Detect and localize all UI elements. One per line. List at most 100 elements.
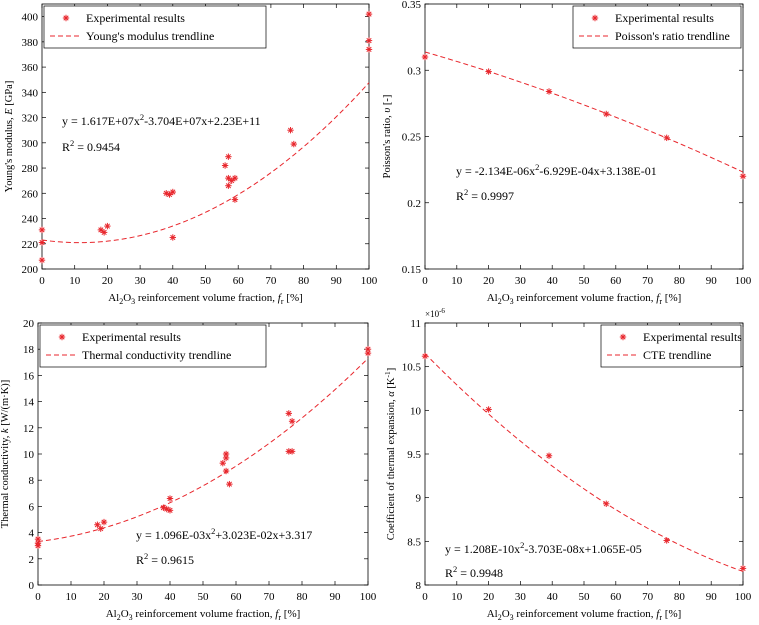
x-tick-label: 50 <box>579 591 591 603</box>
y-tick-label: 220 <box>22 239 39 251</box>
data-point <box>97 226 105 234</box>
x-tick-label: 80 <box>674 275 686 287</box>
trend-equation: y = 1.617E+07x2-3.704E+07x+2.23E+11 <box>62 112 261 128</box>
data-point <box>34 542 42 549</box>
data-point <box>228 177 235 184</box>
legend-label-trendline: Thermal conductivity trendline <box>82 348 231 362</box>
y-tick-label: 10 <box>410 405 422 417</box>
x-tick-label: 40 <box>167 275 179 287</box>
data-point <box>38 256 46 264</box>
y-tick-label: 0.2 <box>407 198 421 210</box>
y-axis-label: Coefficient of thermal expansion, α [K-1… <box>383 368 397 541</box>
data-point <box>365 10 373 18</box>
trend-equation: y = 1.096E-03x2+3.023E-02x+3.317 <box>136 526 312 542</box>
data-point <box>287 126 294 134</box>
y-tick-label: 400 <box>22 12 39 24</box>
y-tick-label: 8 <box>416 580 422 592</box>
y-tick-label: 0.3 <box>407 65 421 77</box>
x-tick-label: 50 <box>200 275 212 287</box>
y-tick-label: 0.35 <box>402 0 422 11</box>
y-tick-label: 10 <box>23 449 35 461</box>
x-tick-label: 90 <box>706 591 718 603</box>
data-point <box>545 88 553 95</box>
data-point <box>231 196 239 203</box>
legend-label-markers: Experimental results <box>643 330 742 344</box>
x-tick-label: 60 <box>610 275 622 287</box>
data-point <box>285 410 292 417</box>
x-tick-label: 0 <box>39 275 45 287</box>
poisson-ratio-chart: 0 10 20 30 40 50 60 70 80 90 100 0.15 0.2 0.25 0.3 0.35… <box>382 0 752 306</box>
y-tick-label: 360 <box>22 62 39 74</box>
cte-chart: 0 10 20 30 40 50 60 70 80 90 100 8 8.5 9 9.5 10 10.5 11 ×1… <box>383 307 752 622</box>
data-point <box>97 525 104 532</box>
legend-label-markers: Experimental results <box>82 330 181 344</box>
y-tick-label: 10.5 <box>402 362 422 374</box>
x-tick-label: 30 <box>135 275 147 287</box>
data-point <box>166 507 174 514</box>
legend-box <box>43 5 267 49</box>
x-tick-label: 0 <box>422 275 428 287</box>
legend: Experimental results Young's modulus tren… <box>43 5 267 49</box>
trendline <box>424 353 744 572</box>
x-axis-label: Al2O3 reinforcement volume fraction, fr … <box>487 292 682 306</box>
y-tick-exponent: ×10-6 <box>425 307 445 319</box>
data-point <box>100 518 108 526</box>
y-tick-label: 340 <box>22 87 39 99</box>
y-tick-label: 6 <box>29 501 35 513</box>
data-point <box>225 174 232 182</box>
x-tick-label: 100 <box>735 275 752 287</box>
x-axis-label: Al2O3 reinforcement volume fraction, fr … <box>106 608 301 622</box>
legend-marker <box>62 14 70 22</box>
legend: Experimental results Thermal conductivity… <box>39 324 267 368</box>
x-tick-label: 10 <box>451 591 463 603</box>
x-axis-label: Al2O3 reinforcement volume fraction, fr … <box>108 292 303 306</box>
x-tick-label: 90 <box>706 275 718 287</box>
data-point <box>545 452 553 459</box>
x-tick-label: 70 <box>642 275 654 287</box>
x-tick-label: 0 <box>422 591 428 603</box>
y-tick-label: 18 <box>23 344 35 356</box>
x-tick-label: 20 <box>483 591 495 603</box>
data-point <box>38 239 46 246</box>
x-tick-label: 90 <box>330 591 342 603</box>
data-point <box>219 459 226 467</box>
legend-label-trendline: Poisson's ratio trendline <box>615 29 730 43</box>
x-tick-label: 40 <box>547 591 559 603</box>
x-tick-label: 40 <box>547 275 559 287</box>
x-tick-label: 70 <box>642 591 654 603</box>
trendline <box>37 358 369 543</box>
x-tick-label: 60 <box>610 591 622 603</box>
y-tick-label: 11 <box>410 318 421 330</box>
data-point <box>166 495 174 502</box>
legend: Experimental results Poisson's ratio tren… <box>572 5 742 49</box>
legend-box <box>600 324 742 368</box>
y-tick-label: 9 <box>416 493 422 505</box>
data-point <box>663 537 670 544</box>
legend: Experimental results CTE trendline <box>600 324 742 368</box>
y-axis-label: Young's modulus, E [GPa] <box>4 81 15 193</box>
thermal-conductivity-chart: 0 10 20 30 40 50 60 70 80 90 100 0 2 4 6 8 10 12 14 16 18 20 A… <box>0 318 377 622</box>
x-tick-label: 80 <box>297 591 309 603</box>
y-tick-label: 2 <box>29 554 35 566</box>
trend-equation: y = 1.208E-10x2-3.703E-08x+1.065E-05 <box>445 540 642 556</box>
legend-marker <box>58 333 66 341</box>
x-tick-label: 50 <box>579 275 591 287</box>
legend-box <box>572 5 742 49</box>
data-point <box>365 46 373 53</box>
x-tick-label: 30 <box>515 275 527 287</box>
y-tick-label: 20 <box>23 318 35 330</box>
r-squared: R2 = 0.9454 <box>62 138 120 154</box>
trendline <box>41 82 370 244</box>
legend-marker <box>619 333 627 341</box>
x-tick-label: 40 <box>165 591 177 603</box>
data-point <box>603 110 610 118</box>
data-point <box>38 226 46 234</box>
y-tick-label: 260 <box>22 188 39 200</box>
data-point <box>485 68 492 75</box>
data-point <box>221 162 229 169</box>
y-tick-label: 16 <box>23 370 35 382</box>
data-point <box>222 454 230 462</box>
legend-label-markers: Experimental results <box>86 11 185 25</box>
x-tick-label: 0 <box>35 591 41 603</box>
